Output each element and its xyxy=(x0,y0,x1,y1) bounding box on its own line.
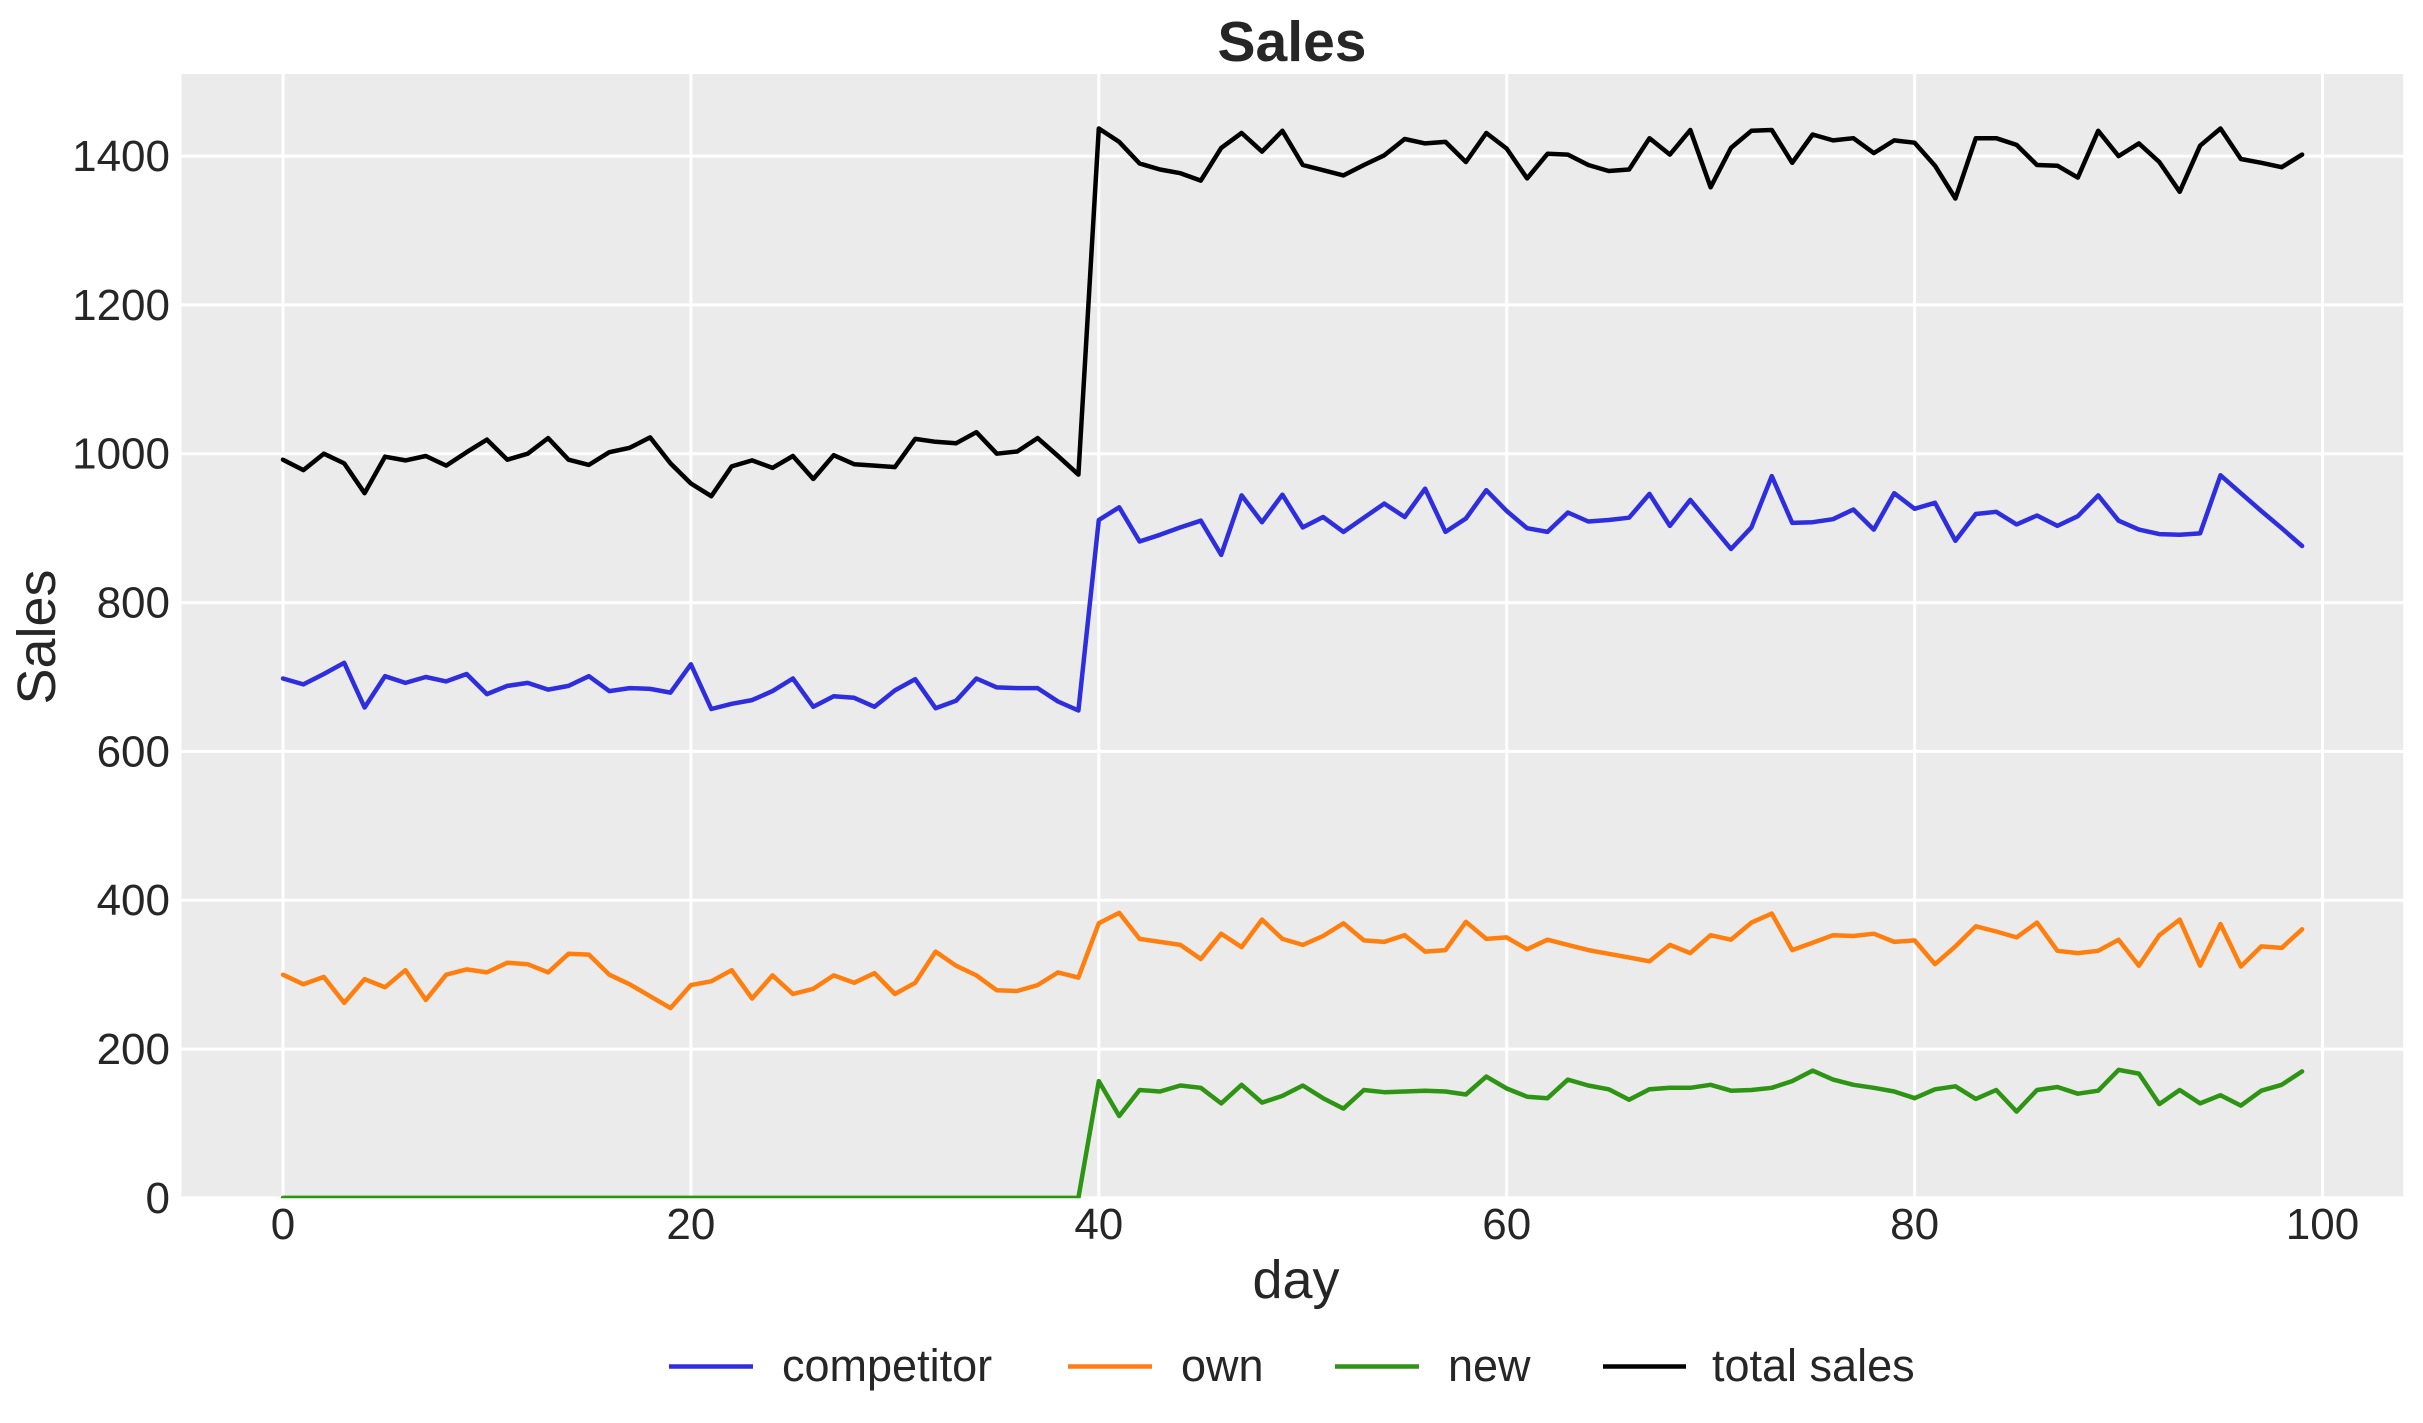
svg-text:competitor: competitor xyxy=(782,1340,992,1391)
svg-text:1000: 1000 xyxy=(72,430,170,479)
svg-text:Sales: Sales xyxy=(7,569,67,704)
svg-text:600: 600 xyxy=(97,727,170,776)
svg-text:20: 20 xyxy=(666,1200,715,1249)
svg-text:60: 60 xyxy=(1482,1200,1531,1249)
svg-text:800: 800 xyxy=(97,579,170,628)
svg-text:0: 0 xyxy=(146,1174,170,1223)
svg-text:total sales: total sales xyxy=(1712,1340,1915,1391)
svg-text:80: 80 xyxy=(1890,1200,1939,1249)
svg-text:200: 200 xyxy=(97,1025,170,1074)
svg-text:0: 0 xyxy=(271,1200,295,1249)
svg-text:own: own xyxy=(1181,1340,1264,1391)
svg-text:Sales: Sales xyxy=(1218,10,1367,74)
svg-text:1200: 1200 xyxy=(72,281,170,330)
svg-text:day: day xyxy=(1252,1250,1339,1310)
svg-text:100: 100 xyxy=(2286,1200,2359,1249)
svg-text:1400: 1400 xyxy=(72,132,170,181)
svg-text:new: new xyxy=(1448,1340,1531,1391)
svg-text:400: 400 xyxy=(97,876,170,925)
svg-text:40: 40 xyxy=(1074,1200,1123,1249)
